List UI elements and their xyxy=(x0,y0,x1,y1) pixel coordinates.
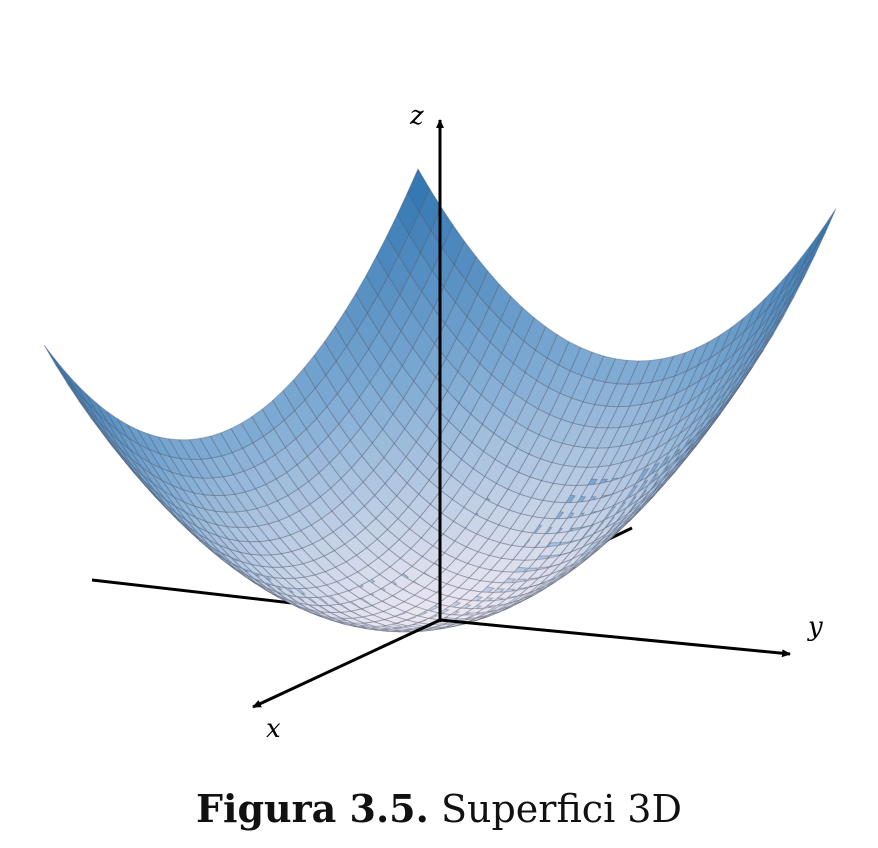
y-axis-label: y xyxy=(807,612,823,642)
surface-patch xyxy=(813,208,837,250)
z-axis-label: z xyxy=(409,101,424,131)
y-axis xyxy=(439,618,791,658)
figure-caption: Figura 3.5. Superfici 3D xyxy=(0,786,878,831)
x-axis-label: x xyxy=(266,714,281,744)
paraboloid-surface xyxy=(43,167,837,633)
caption-label: Figura 3.5. xyxy=(196,786,429,831)
x-axis xyxy=(252,618,441,709)
surface-patch xyxy=(43,344,67,379)
caption-text: Superfici 3D xyxy=(440,787,682,831)
surface-patch xyxy=(801,225,825,267)
axes-front: z x y xyxy=(252,101,823,744)
